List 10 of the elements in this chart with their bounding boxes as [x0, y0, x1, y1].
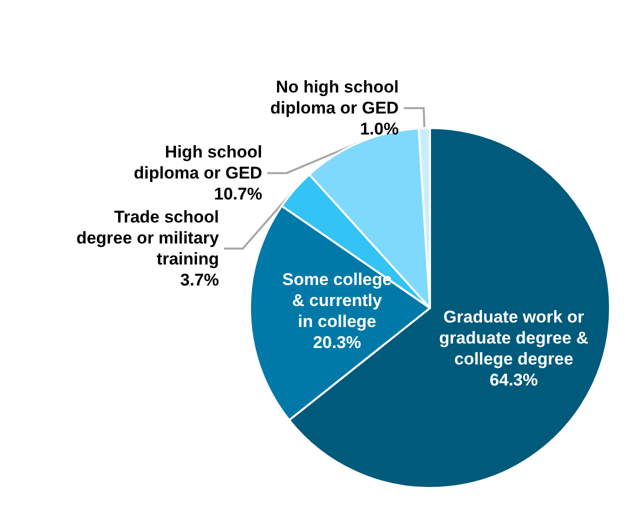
data-label: 10.7%: [214, 184, 262, 204]
slice-label: Some college & currently in college: [282, 270, 392, 332]
data-label: 20.3%: [312, 333, 362, 352]
slice-label: High school diploma or GED: [134, 142, 262, 183]
data-label: 3.7%: [180, 270, 220, 290]
data-label: 1.0%: [360, 120, 399, 139]
data-label: 64.3%: [490, 370, 538, 390]
slice-label: No high school diploma or GED: [270, 78, 399, 118]
slice-label: Graduate work or graduate degree & college degree: [439, 307, 588, 368]
slice-label: Trade school degree or military training: [76, 208, 220, 269]
